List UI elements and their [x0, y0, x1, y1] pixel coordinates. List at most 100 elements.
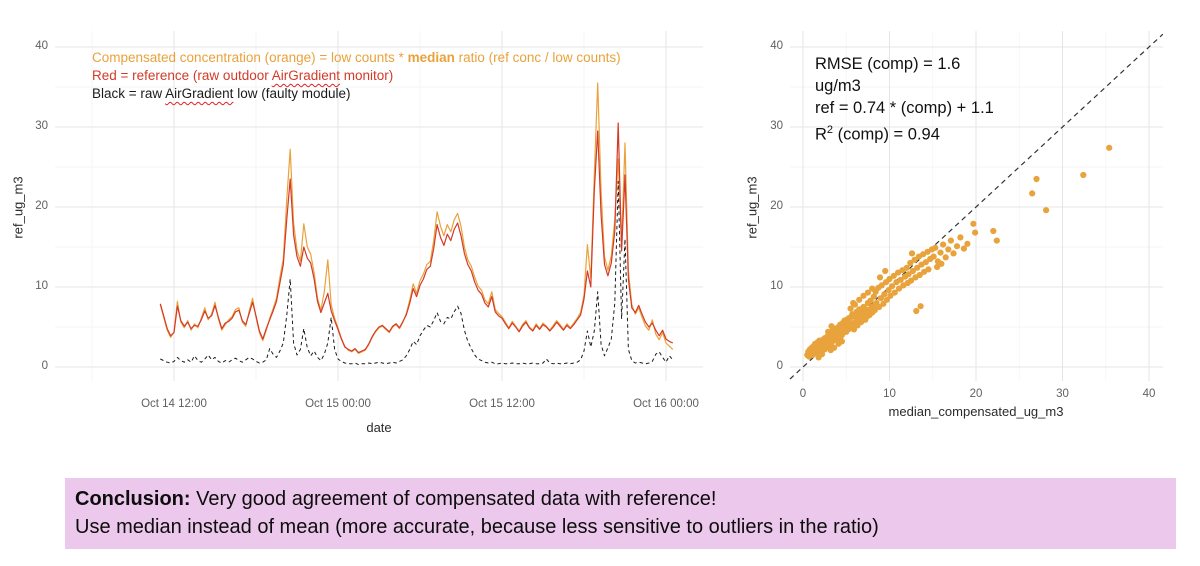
timeseries-x-axis-title: date	[366, 420, 392, 435]
scatter-point	[878, 282, 885, 289]
stat-sup: 2	[826, 124, 834, 136]
scatter-point	[885, 287, 892, 294]
scatter-point	[871, 307, 878, 314]
conclusion-banner: Conclusion: Very good agreement of compe…	[65, 478, 1176, 549]
scatter-point	[950, 250, 957, 257]
scatter-point	[881, 291, 888, 298]
scatter-point	[942, 254, 949, 261]
timeseries-y-tick-label: 30	[35, 120, 48, 132]
scatter-y-tick-label: 20	[770, 200, 783, 212]
scatter-point	[1106, 144, 1113, 151]
scatter-x-tick-label: 20	[969, 388, 983, 400]
series-compensated_orange	[159, 82, 674, 354]
scatter-point	[897, 276, 904, 283]
scatter-point	[889, 283, 896, 290]
timeseries-y-tick-label: 20	[35, 200, 48, 212]
stat-value: (comp) = 0.94	[833, 125, 940, 144]
scatter-point	[890, 272, 897, 279]
scatter-y-tick-label: 0	[776, 360, 783, 372]
scatter-point	[860, 292, 867, 299]
scatter-point	[908, 277, 915, 284]
conclusion-line-1: Conclusion: Very good agreement of compe…	[75, 485, 1166, 513]
timeseries-x-tick-label: Oct 15 12:00	[469, 398, 535, 410]
scatter-point	[850, 326, 858, 333]
scatter-stats-annotation: RMSE (comp) = 1.6 ug/m3 ref = 0.74 * (co…	[815, 53, 994, 146]
scatter-point	[891, 289, 898, 296]
timeseries-y-tick-label: 10	[35, 280, 48, 292]
scatter-y-tick-label: 10	[770, 280, 783, 292]
stat-r: R	[815, 125, 827, 144]
scatter-point	[870, 293, 878, 300]
scatter-x-tick-label: 10	[883, 388, 896, 400]
legend-text: low (faulty module)	[233, 86, 351, 101]
timeseries-x-tick-label: Oct 15 00:00	[305, 398, 371, 410]
scatter-point	[1043, 207, 1050, 214]
series-reference_red	[159, 122, 674, 354]
scatter-point	[911, 256, 918, 263]
scatter-y-tick-label: 40	[770, 40, 783, 52]
scatter-point	[964, 240, 971, 247]
stat-r-squared: R2 (comp) = 0.94	[815, 119, 994, 146]
scatter-point	[990, 227, 997, 235]
scatter-x-axis-title: median_compensated_ug_m3	[888, 404, 1064, 419]
stat-regression: ref = 0.74 * (comp) + 1.1	[815, 99, 994, 117]
scatter-point	[932, 244, 939, 251]
scatter-point	[825, 328, 832, 335]
scatter-point	[876, 274, 884, 281]
timeseries-y-tick-label: 40	[35, 40, 48, 52]
scatter-point	[864, 289, 872, 296]
legend-text-bold: median	[407, 50, 455, 65]
scatter-point	[940, 241, 947, 248]
scatter-point	[957, 234, 964, 241]
legend-text: ratio (ref conc / low counts)	[454, 50, 621, 65]
scatter-point	[883, 296, 891, 303]
scatter-point	[831, 344, 838, 351]
scatter-point	[828, 323, 835, 330]
scatter-point	[886, 275, 893, 283]
scatter-point	[856, 296, 863, 303]
scatter-point	[895, 285, 903, 292]
scatter-point	[880, 300, 887, 307]
scatter-point	[838, 338, 846, 345]
scatter-point	[815, 354, 822, 361]
timeseries-x-tick-label: Oct 16 00:00	[633, 398, 699, 410]
conclusion-bold-label: Conclusion:	[75, 488, 191, 510]
legend-text: Compensated concentration (orange) = low…	[92, 50, 408, 65]
scatter-point	[916, 271, 923, 279]
scatter-point	[953, 243, 961, 250]
scatter-point	[917, 303, 924, 310]
stat-units: ug/m3	[815, 77, 861, 95]
timeseries-x-tick-label: Oct 14 12:00	[141, 398, 207, 410]
scatter-y-tick-label: 30	[770, 120, 783, 132]
timeseries-legend: Compensated concentration (orange) = low…	[92, 49, 621, 103]
scatter-x-tick-label: 40	[1142, 388, 1156, 400]
scatter-point	[887, 292, 894, 299]
scatter-point	[934, 263, 941, 271]
scatter-point	[993, 237, 1000, 244]
scatter-point	[945, 246, 952, 253]
legend-text: monitor)	[340, 68, 394, 83]
conclusion-text: Very good agreement of compensated data …	[190, 488, 717, 510]
scatter-point	[907, 259, 914, 267]
scatter-point	[847, 305, 854, 312]
timeseries-y-tick-label: 0	[41, 360, 48, 372]
scatter-point	[960, 245, 968, 252]
scatter-point	[905, 271, 912, 278]
scatter-point	[908, 250, 916, 257]
legend-line-reference: Red = reference (raw outdoor AirGradient…	[92, 67, 621, 85]
scatter-point	[850, 299, 857, 307]
scatter-x-tick-label: 0	[799, 388, 807, 400]
scatter-point	[972, 229, 979, 236]
scatter-point	[925, 266, 932, 273]
scatter-point	[882, 267, 889, 275]
series-raw_airgradient_low_black	[160, 180, 674, 366]
scatter-point	[930, 253, 937, 260]
legend-line-raw-low: Black = raw AirGradient low (faulty modu…	[92, 85, 621, 103]
scatter-point	[1080, 171, 1087, 179]
scatter-point	[1029, 190, 1036, 197]
scatter-point	[938, 260, 945, 267]
scatter-point	[903, 264, 910, 271]
scatter-point	[876, 303, 883, 311]
